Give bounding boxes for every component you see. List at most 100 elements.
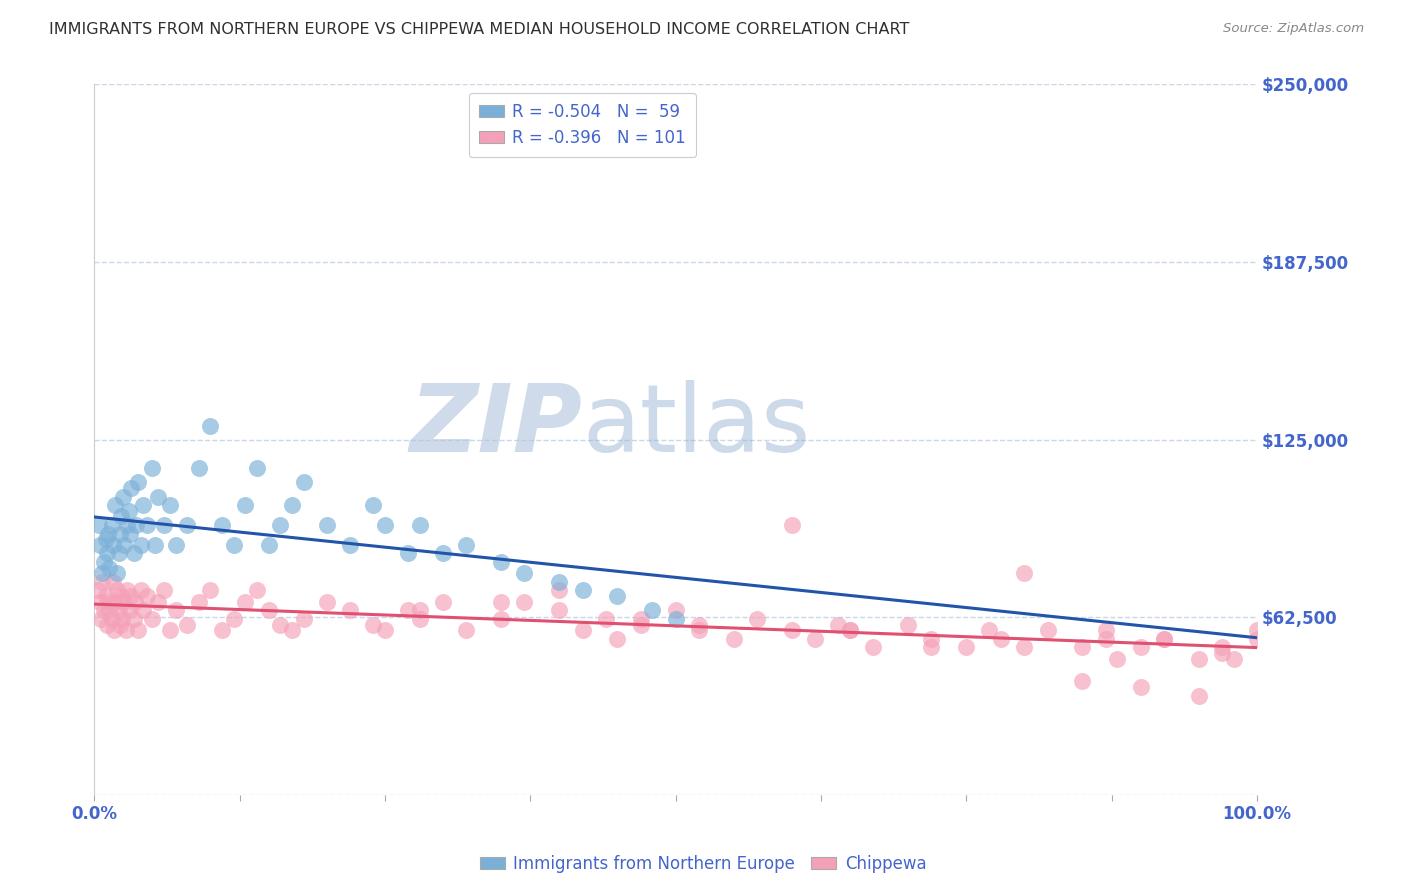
Point	[513, 566, 536, 581]
Point	[94, 589, 117, 603]
Point	[97, 595, 120, 609]
Point	[100, 612, 122, 626]
Point	[990, 632, 1012, 646]
Point	[630, 617, 652, 632]
Point	[135, 589, 157, 603]
Point	[571, 583, 593, 598]
Point	[159, 498, 181, 512]
Point	[723, 632, 745, 646]
Point	[110, 509, 132, 524]
Point	[374, 624, 396, 638]
Point	[548, 603, 571, 617]
Point	[108, 526, 131, 541]
Point	[292, 475, 315, 490]
Point	[1071, 640, 1094, 655]
Point	[120, 526, 142, 541]
Point	[257, 538, 280, 552]
Point	[127, 624, 149, 638]
Point	[148, 595, 170, 609]
Point	[176, 518, 198, 533]
Point	[489, 555, 512, 569]
Point	[862, 640, 884, 655]
Point	[124, 595, 146, 609]
Point	[120, 589, 142, 603]
Point	[122, 612, 145, 626]
Point	[104, 595, 127, 609]
Point	[1153, 632, 1175, 646]
Point	[125, 518, 148, 533]
Point	[94, 533, 117, 547]
Point	[281, 498, 304, 512]
Point	[120, 481, 142, 495]
Point	[1246, 632, 1268, 646]
Point	[664, 612, 686, 626]
Text: IMMIGRANTS FROM NORTHERN EUROPE VS CHIPPEWA MEDIAN HOUSEHOLD INCOME CORRELATION : IMMIGRANTS FROM NORTHERN EUROPE VS CHIPP…	[49, 22, 910, 37]
Point	[606, 632, 628, 646]
Point	[235, 498, 257, 512]
Point	[269, 518, 291, 533]
Point	[93, 555, 115, 569]
Point	[159, 624, 181, 638]
Legend: Immigrants from Northern Europe, Chippewa: Immigrants from Northern Europe, Chippew…	[472, 848, 934, 880]
Point	[112, 490, 135, 504]
Point	[548, 574, 571, 589]
Point	[688, 617, 710, 632]
Point	[630, 612, 652, 626]
Point	[281, 624, 304, 638]
Point	[141, 612, 163, 626]
Point	[110, 589, 132, 603]
Point	[107, 566, 129, 581]
Text: atlas: atlas	[582, 379, 811, 472]
Point	[115, 518, 138, 533]
Point	[409, 518, 432, 533]
Text: ZIP: ZIP	[409, 379, 582, 472]
Point	[432, 595, 454, 609]
Point	[606, 589, 628, 603]
Point	[211, 518, 233, 533]
Point	[200, 583, 222, 598]
Point	[1129, 640, 1152, 655]
Point	[641, 603, 664, 617]
Point	[101, 574, 124, 589]
Point	[112, 595, 135, 609]
Point	[98, 560, 121, 574]
Text: Source: ZipAtlas.com: Source: ZipAtlas.com	[1223, 22, 1364, 36]
Point	[1211, 640, 1233, 655]
Point	[955, 640, 977, 655]
Point	[1014, 640, 1036, 655]
Point	[122, 546, 145, 560]
Point	[409, 612, 432, 626]
Point	[339, 538, 361, 552]
Point	[257, 603, 280, 617]
Point	[153, 583, 176, 598]
Point	[148, 490, 170, 504]
Point	[153, 518, 176, 533]
Point	[571, 624, 593, 638]
Point	[1129, 680, 1152, 694]
Point	[107, 546, 129, 560]
Point	[1246, 624, 1268, 638]
Point	[664, 603, 686, 617]
Point	[90, 612, 112, 626]
Point	[141, 461, 163, 475]
Point	[269, 617, 291, 632]
Point	[409, 603, 432, 617]
Point	[920, 640, 942, 655]
Point	[1211, 646, 1233, 660]
Point	[246, 461, 269, 475]
Point	[838, 624, 860, 638]
Point	[292, 612, 315, 626]
Point	[315, 595, 337, 609]
Point	[780, 624, 803, 638]
Point	[1188, 689, 1211, 703]
Point	[235, 595, 257, 609]
Point	[176, 617, 198, 632]
Point	[827, 617, 849, 632]
Point	[97, 526, 120, 541]
Point	[1071, 674, 1094, 689]
Point	[96, 617, 118, 632]
Point	[315, 518, 337, 533]
Point	[897, 617, 920, 632]
Point	[129, 538, 152, 552]
Point	[361, 617, 384, 632]
